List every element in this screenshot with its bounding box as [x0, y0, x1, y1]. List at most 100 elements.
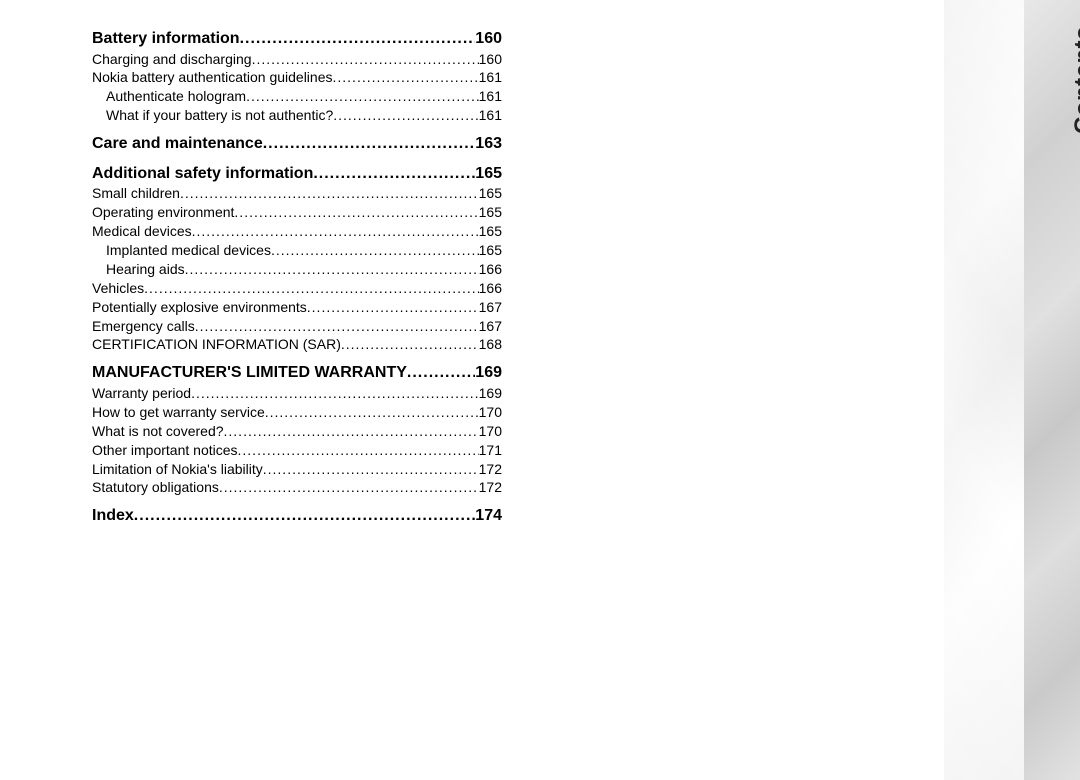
toc-entry: Emergency calls.........................…	[92, 317, 502, 336]
toc-section: Battery information.....................…	[92, 28, 502, 125]
toc-entry-page: 167	[479, 317, 502, 336]
toc-entry-label: How to get warranty service	[92, 403, 265, 422]
toc-entry-label: MANUFACTURER'S LIMITED WARRANTY	[92, 362, 407, 384]
toc-leader-dots: ........................................…	[265, 403, 479, 422]
toc-entry-label: Other important notices	[92, 441, 238, 460]
toc-heading: Care and maintenance....................…	[92, 133, 502, 155]
toc-entry-label: CERTIFICATION INFORMATION (SAR)	[92, 335, 341, 354]
toc-entry: Hearing aids............................…	[92, 260, 502, 279]
toc-entry-page: 165	[479, 184, 502, 203]
toc-leader-dots: ........................................…	[219, 478, 479, 497]
toc-leader-dots: ........................................…	[144, 279, 478, 298]
toc-entry-label: Charging and discharging	[92, 50, 252, 69]
toc-entry-label: Battery information	[92, 28, 240, 50]
toc-leader-dots: ........................................…	[252, 50, 479, 69]
toc-entry-label: Implanted medical devices	[106, 241, 271, 260]
toc-content: Battery information.....................…	[92, 28, 502, 535]
toc-entry-label: Hearing aids	[106, 260, 185, 279]
toc-entry-label: What is not covered?	[92, 422, 224, 441]
toc-entry: Other important notices.................…	[92, 441, 502, 460]
toc-leader-dots: ........................................…	[271, 241, 479, 260]
toc-entry-page: 168	[479, 335, 502, 354]
toc-leader-dots: ........................................…	[240, 28, 476, 50]
toc-entry: Potentially explosive environments......…	[92, 298, 502, 317]
toc-leader-dots: ........................................…	[192, 222, 479, 241]
toc-entry-page: 171	[479, 441, 502, 460]
toc-entry-label: Limitation of Nokia's liability	[92, 460, 263, 479]
toc-entry-label: What if your battery is not authentic?	[106, 106, 333, 125]
toc-leader-dots: ........................................…	[238, 441, 479, 460]
toc-leader-dots: ........................................…	[263, 460, 479, 479]
toc-leader-dots: ........................................…	[246, 87, 479, 106]
toc-entry-label: Operating environment	[92, 203, 234, 222]
toc-entry: Limitation of Nokia's liability.........…	[92, 460, 502, 479]
toc-leader-dots: ........................................…	[307, 298, 479, 317]
toc-entry-page: 174	[475, 505, 502, 527]
side-tab: Contents	[1024, 0, 1080, 780]
toc-entry: Small children..........................…	[92, 184, 502, 203]
toc-leader-dots: ........................................…	[234, 203, 478, 222]
toc-entry: How to get warranty service.............…	[92, 403, 502, 422]
toc-entry-label: Care and maintenance	[92, 133, 263, 155]
toc-entry-label: Emergency calls	[92, 317, 195, 336]
toc-leader-dots: ........................................…	[333, 106, 478, 125]
toc-entry-page: 170	[479, 422, 502, 441]
toc-entry: Statutory obligations...................…	[92, 478, 502, 497]
toc-entry-label: Warranty period	[92, 384, 191, 403]
toc-entry-page: 169	[479, 384, 502, 403]
toc-leader-dots: ........................................…	[180, 184, 479, 203]
toc-entry-label: Vehicles	[92, 279, 144, 298]
toc-entry-label: Statutory obligations	[92, 478, 219, 497]
toc-leader-dots: ........................................…	[134, 505, 476, 527]
toc-section: Index...................................…	[92, 505, 502, 527]
toc-leader-dots: ........................................…	[195, 317, 479, 336]
toc-entry-page: 169	[475, 362, 502, 384]
toc-leader-dots: ........................................…	[224, 422, 479, 441]
toc-entry-page: 172	[479, 478, 502, 497]
toc-entry-page: 165	[475, 163, 502, 185]
toc-entry-label: Index	[92, 505, 134, 527]
toc-entry: Operating environment...................…	[92, 203, 502, 222]
toc-entry-label: Small children	[92, 184, 180, 203]
toc-entry-page: 170	[479, 403, 502, 422]
toc-heading: Battery information.....................…	[92, 28, 502, 50]
toc-entry-page: 160	[479, 50, 502, 69]
toc-entry-page: 161	[479, 106, 502, 125]
toc-entry-page: 166	[479, 260, 502, 279]
toc-entry: Implanted medical devices...............…	[92, 241, 502, 260]
toc-entry-page: 166	[479, 279, 502, 298]
toc-entry-label: Nokia battery authentication guidelines	[92, 68, 333, 87]
toc-leader-dots: ........................................…	[263, 133, 476, 155]
toc-entry-label: Additional safety information	[92, 163, 313, 185]
toc-entry-page: 172	[479, 460, 502, 479]
toc-heading: Index...................................…	[92, 505, 502, 527]
toc-entry-label: Potentially explosive environments	[92, 298, 307, 317]
toc-leader-dots: ........................................…	[341, 335, 479, 354]
toc-entry: CERTIFICATION INFORMATION (SAR).........…	[92, 335, 502, 354]
toc-leader-dots: ........................................…	[313, 163, 475, 185]
toc-heading: Additional safety information...........…	[92, 163, 502, 185]
toc-entry-label: Authenticate hologram	[106, 87, 246, 106]
toc-entry: Authenticate hologram...................…	[92, 87, 502, 106]
toc-entry: Warranty period.........................…	[92, 384, 502, 403]
document-page: Battery information.....................…	[0, 0, 1080, 780]
toc-leader-dots: ........................................…	[333, 68, 479, 87]
toc-entry-page: 160	[475, 28, 502, 50]
toc-entry: What if your battery is not authentic?..…	[92, 106, 502, 125]
toc-entry: Charging and discharging................…	[92, 50, 502, 69]
toc-entry: Vehicles................................…	[92, 279, 502, 298]
toc-leader-dots: ........................................…	[191, 384, 479, 403]
toc-leader-dots: ........................................…	[185, 260, 479, 279]
toc-entry-page: 161	[479, 87, 502, 106]
toc-heading: MANUFACTURER'S LIMITED WARRANTY.........…	[92, 362, 502, 384]
toc-entry-page: 165	[479, 222, 502, 241]
toc-leader-dots: ........................................…	[407, 362, 475, 384]
side-tab-label: Contents	[1070, 26, 1080, 134]
toc-entry-page: 163	[475, 133, 502, 155]
toc-entry-label: Medical devices	[92, 222, 192, 241]
toc-entry-page: 165	[479, 203, 502, 222]
toc-entry-page: 167	[479, 298, 502, 317]
toc-section: Care and maintenance....................…	[92, 133, 502, 155]
toc-entry: What is not covered?....................…	[92, 422, 502, 441]
toc-section: MANUFACTURER'S LIMITED WARRANTY.........…	[92, 362, 502, 497]
